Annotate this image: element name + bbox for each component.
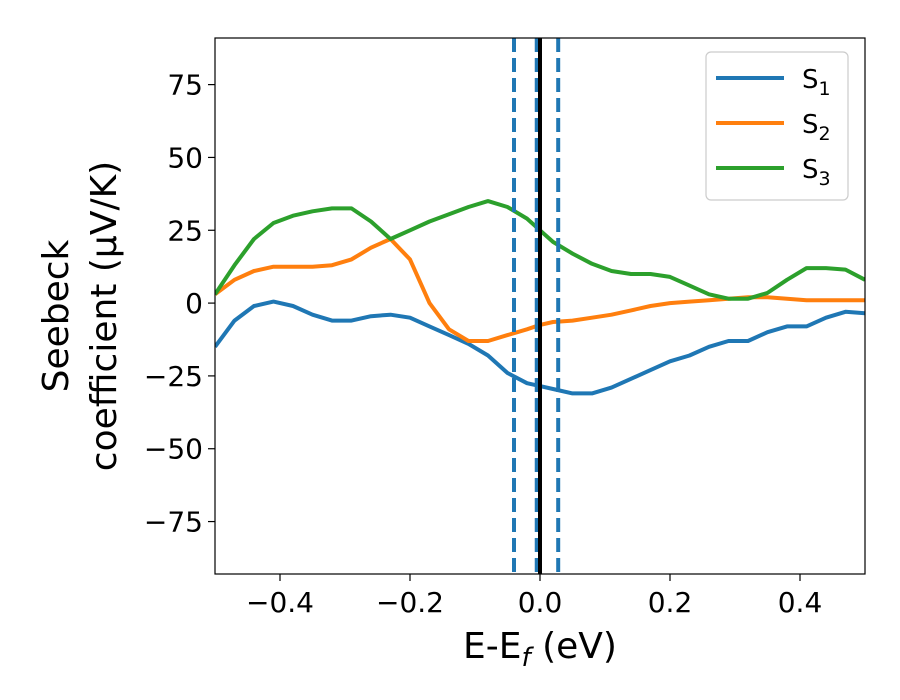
x-axis-label: E-Ef (eV)	[463, 626, 617, 673]
y-tick-label: 25	[167, 214, 203, 247]
legend-label-S1: S1	[802, 65, 831, 100]
y-tick-label: −25	[144, 360, 203, 393]
x-tick-label: −0.4	[246, 586, 314, 619]
legend-box	[705, 51, 849, 201]
y-tick-label: −75	[144, 506, 203, 539]
axis-labels: E-Ef (eV) Seebeck coefficient (μV/K)	[36, 161, 617, 673]
x-tick-label: 0.4	[778, 586, 823, 619]
y-tick-label: 50	[167, 141, 203, 174]
axes-layer: −0.4 −0.2 0.0 0.2 0.4 −75 −50 −25 0 25 50 75	[144, 37, 866, 619]
x-tick-label: 0.0	[518, 586, 563, 619]
y-tick-label: −50	[144, 433, 203, 466]
legend-label-S2: S2	[802, 110, 831, 145]
plot-layer	[215, 38, 865, 574]
y-tick-label: 75	[167, 69, 203, 102]
x-tick-label: 0.2	[648, 586, 693, 619]
legend: S1 S2 S3	[705, 51, 849, 201]
x-tick-label: −0.2	[376, 586, 444, 619]
y-tick-label: 0	[185, 287, 203, 320]
legend-label-S3: S3	[802, 155, 831, 190]
y-axis-label: Seebeck coefficient (μV/K)	[36, 161, 125, 471]
